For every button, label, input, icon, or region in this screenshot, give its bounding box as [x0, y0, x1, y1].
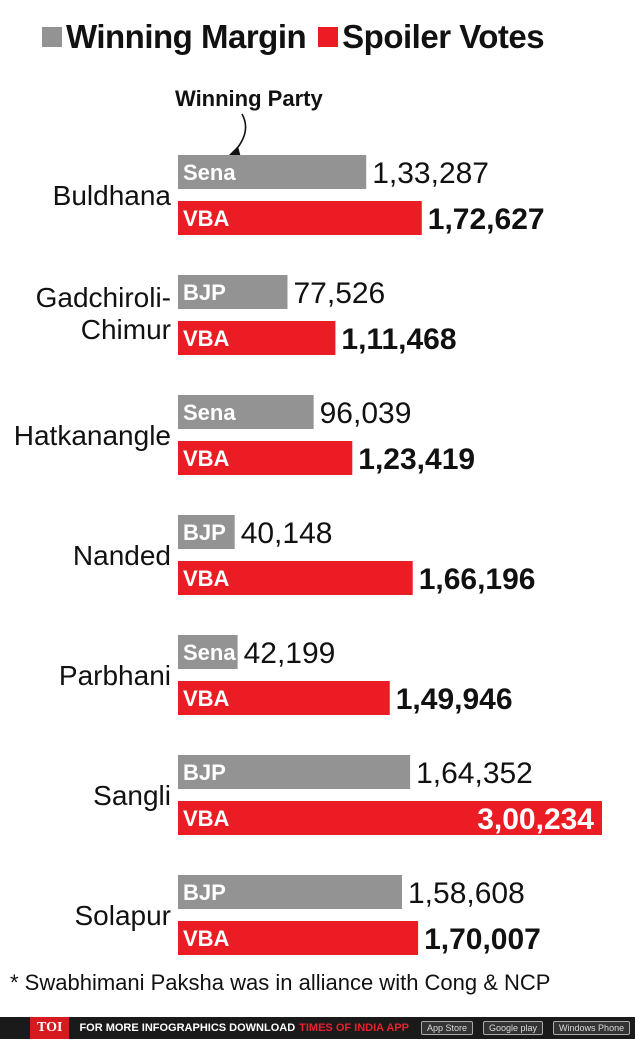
value-label-spoiler-votes-hatkanangle: 1,23,419 [358, 443, 475, 476]
party-label-winning-margin-sangli: BJP [183, 760, 226, 785]
legend-swatch-winning-margin [42, 27, 62, 47]
category-label-gadchiroli-chimur: Gadchiroli- [36, 282, 171, 313]
value-label-winning-margin-gadchiroli-chimur: 77,526 [293, 277, 385, 310]
bar-spoiler-votes-nanded [178, 561, 413, 595]
app-store-badge[interactable]: App Store [420, 1021, 473, 1035]
bar-spoiler-votes-hatkanangle [178, 441, 353, 475]
category-label-buldhana: Buldhana [53, 180, 172, 211]
bar-chart: Winning Party Buldhana Sena 1,33,287 VBA 1,72… [14, 86, 602, 956]
bar-spoiler-votes-sangli [178, 801, 602, 835]
party-label-spoiler-votes-solapur: VBA [183, 926, 230, 951]
category-label-nanded: Nanded [73, 540, 171, 571]
bar-spoiler-votes-gadchiroli-chimur [178, 321, 336, 355]
party-label-winning-margin-gadchiroli-chimur: BJP [183, 280, 226, 305]
bar-winning-margin-gadchiroli-chimur [178, 275, 288, 309]
legend: Winning Margin Spoiler Votes [42, 14, 556, 60]
legend-item-spoiler-votes: Spoiler Votes [318, 18, 545, 56]
legend-label-winning-margin: Winning Margin [66, 18, 307, 55]
value-label-winning-margin-sangli: 1,64,352 [416, 757, 533, 790]
annotation-arrow [233, 113, 247, 153]
value-label-winning-margin-hatkanangle: 96,039 [320, 397, 412, 430]
party-label-winning-margin-parbhani: Sena [183, 640, 236, 665]
party-label-spoiler-votes-nanded: VBA [183, 566, 230, 591]
category-label-solapur: Solapur [74, 900, 171, 931]
annotation-winning-party: Winning Party [175, 86, 323, 111]
party-label-spoiler-votes-parbhani: VBA [183, 686, 230, 711]
value-label-spoiler-votes-buldhana: 1,72,627 [428, 203, 545, 236]
value-label-winning-margin-solapur: 1,58,608 [408, 877, 525, 910]
google-play-badge[interactable]: Google play [483, 1021, 544, 1035]
party-label-winning-margin-hatkanangle: Sena [183, 400, 236, 425]
value-label-winning-margin-buldhana: 1,33,287 [372, 157, 489, 190]
value-label-spoiler-votes-sangli: 3,00,234 [477, 803, 594, 836]
category-label-hatkanangle: Hatkanangle [14, 420, 171, 451]
legend-swatch-spoiler-votes [318, 27, 339, 47]
category-label-gadchiroli-chimur: Chimur [81, 314, 171, 345]
bar-spoiler-votes-buldhana [178, 201, 422, 235]
footer-bar: TOI FOR MORE INFOGRAPHICS DOWNLOAD TIMES… [0, 1017, 635, 1039]
party-label-spoiler-votes-buldhana: VBA [183, 206, 230, 231]
value-label-spoiler-votes-nanded: 1,66,196 [419, 563, 536, 596]
party-label-winning-margin-nanded: BJP [183, 520, 226, 545]
value-label-spoiler-votes-parbhani: 1,49,946 [396, 683, 513, 716]
bar-spoiler-votes-solapur [178, 921, 419, 955]
footer-text: FOR MORE INFOGRAPHICS DOWNLOAD [79, 1022, 296, 1034]
value-label-winning-margin-parbhani: 42,199 [244, 637, 336, 670]
party-label-spoiler-votes-hatkanangle: VBA [183, 446, 230, 471]
value-label-winning-margin-nanded: 40,148 [241, 517, 333, 550]
windows-phone-badge[interactable]: Windows Phone [553, 1021, 631, 1035]
party-label-spoiler-votes-sangli: VBA [183, 806, 230, 831]
legend-item-winning-margin: Winning Margin [42, 18, 307, 56]
bar-spoiler-votes-parbhani [178, 681, 390, 715]
bar-winning-margin-solapur [178, 875, 402, 909]
toi-logo: TOI [30, 1017, 70, 1039]
bar-winning-margin-buldhana [178, 155, 367, 189]
category-label-sangli: Sangli [93, 780, 171, 811]
bar-winning-margin-nanded [178, 515, 235, 549]
footnote: * Swabhimani Paksha was in alliance with… [10, 970, 551, 995]
bar-winning-margin-hatkanangle [178, 395, 314, 429]
party-label-spoiler-votes-gadchiroli-chimur: VBA [183, 326, 230, 351]
bar-winning-margin-sangli [178, 755, 411, 789]
category-label-parbhani: Parbhani [59, 660, 171, 691]
party-label-winning-margin-solapur: BJP [183, 880, 226, 905]
legend-label-spoiler-votes: Spoiler Votes [342, 18, 545, 55]
footer-brand: TIMES OF INDIA APP [299, 1022, 409, 1034]
value-label-spoiler-votes-gadchiroli-chimur: 1,11,468 [341, 323, 456, 356]
party-label-winning-margin-buldhana: Sena [183, 160, 236, 185]
value-label-spoiler-votes-solapur: 1,70,007 [424, 923, 541, 956]
bar-winning-margin-parbhani [178, 635, 238, 669]
